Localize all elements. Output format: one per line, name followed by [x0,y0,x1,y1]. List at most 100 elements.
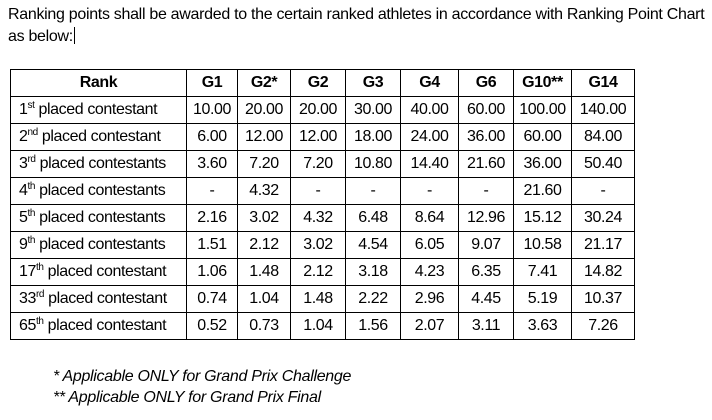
points-cell: 3.60 [186,150,238,178]
points-cell: 20.00 [290,96,346,124]
points-cell: 18.00 [345,123,401,151]
points-cell: 9.07 [458,231,514,259]
points-cell: 1.04 [290,312,346,340]
rank-ordinal-suffix: th [36,316,44,327]
points-cell: 21.60 [513,177,572,205]
points-cell: 60.00 [458,96,514,124]
points-cell: 84.00 [571,123,635,151]
points-cell: 50.40 [571,150,635,178]
rank-ordinal-suffix: th [27,208,36,219]
header-g6: G6 [458,69,514,97]
points-cell: 10.37 [571,285,635,313]
rank-ordinal-suffix: st [27,100,35,111]
points-cell: 3.02 [290,231,346,259]
points-cell: 1.48 [237,258,291,286]
points-cell: 3.02 [237,204,291,232]
points-cell: 1.48 [290,285,346,313]
header-g10-star: G10** [513,69,572,97]
rank-label: 1st placed contestant [10,96,187,124]
header-rank: Rank [10,69,187,97]
rank-ordinal: 17 [19,263,36,280]
points-cell: - [458,177,514,205]
points-cell: 140.00 [571,96,635,124]
points-cell: 5.19 [513,285,572,313]
header-g3: G3 [345,69,401,97]
rank-label: 33rd placed contestant [10,285,187,313]
table-row: 1st placed contestant 10.00 20.00 20.00 30.0… [10,96,635,124]
rank-description: placed contestant [37,128,161,145]
points-cell: 60.00 [513,123,572,151]
points-cell: 4.23 [400,258,459,286]
points-cell: 10.80 [345,150,401,178]
footnotes: * Applicable ONLY for Grand Prix Challen… [53,366,351,408]
rank-ordinal-suffix: th [27,181,36,192]
points-cell: - [290,177,346,205]
table-row: 17th placed contestant 1.06 1.48 2.12 3.18 4.… [10,258,635,286]
rank-ordinal-suffix: nd [27,127,39,138]
header-g2: G2 [290,69,346,97]
points-cell: 12.96 [458,204,514,232]
rank-description: placed contestant [34,101,158,118]
rank-description: placed contestant [43,263,167,280]
table-row: 3rd placed contestants 3.60 7.20 7.20 10.80 1… [10,150,635,178]
rank-label: 4th placed contestants [10,177,187,205]
rank-ordinal: 9 [19,236,28,253]
rank-description: placed contestants [35,155,167,172]
table-row: 65th placed contestant 0.52 0.73 1.04 1.56 2.… [10,312,635,340]
points-cell: 100.00 [513,96,572,124]
points-cell: 30.24 [571,204,635,232]
points-cell: 40.00 [400,96,459,124]
rank-ordinal-suffix: rd [36,289,45,300]
table-body: 1st placed contestant 10.00 20.00 20.00 30.0… [10,96,635,340]
rank-ordinal-suffix: th [27,235,36,246]
rank-description: placed contestants [35,236,166,253]
points-cell: 2.12 [290,258,346,286]
points-cell: 0.52 [186,312,238,340]
footnote-grand-prix-final: ** Applicable ONLY for Grand Prix Final [53,389,321,406]
points-cell: 4.54 [345,231,401,259]
points-cell: - [186,177,238,205]
points-cell: 21.17 [571,231,635,259]
header-g2-star: G2* [237,69,291,97]
intro-text: Ranking points shall be awarded to the c… [8,6,705,45]
points-cell: 2.22 [345,285,401,313]
points-cell: 2.96 [400,285,459,313]
rank-ordinal-suffix: th [36,262,44,273]
points-cell: 0.73 [237,312,291,340]
rank-ordinal-suffix: rd [27,154,36,165]
rank-ordinal: 65 [19,317,36,334]
points-cell: 7.26 [571,312,635,340]
points-cell: 4.45 [458,285,514,313]
rank-label: 5th placed contestants [10,204,187,232]
points-cell: 36.00 [458,123,514,151]
text-cursor [73,27,75,44]
rank-label: 65th placed contestant [10,312,187,340]
table-header-row: Rank G1 G2* G2 G3 G4 G6 G10** G14 [10,69,635,97]
points-cell: 15.12 [513,204,572,232]
points-cell: 3.63 [513,312,572,340]
points-cell: 4.32 [290,204,346,232]
points-cell: 21.60 [458,150,514,178]
points-cell: 36.00 [513,150,572,178]
points-cell: 0.74 [186,285,238,313]
points-cell: 1.51 [186,231,238,259]
points-cell: 1.06 [186,258,238,286]
points-cell: 1.04 [237,285,291,313]
points-cell: 20.00 [237,96,291,124]
points-cell: 6.00 [186,123,238,151]
rank-label: 17th placed contestant [10,258,187,286]
table-row: 9th placed contestants 1.51 2.12 3.02 4.54 6.… [10,231,635,259]
points-cell: 10.00 [186,96,238,124]
points-cell: - [345,177,401,205]
points-cell: 8.64 [400,204,459,232]
points-cell: - [400,177,459,205]
points-cell: 7.20 [290,150,346,178]
points-cell: 2.07 [400,312,459,340]
points-cell: 3.11 [458,312,514,340]
intro-paragraph: Ranking points shall be awarded to the c… [8,4,708,48]
points-cell: 4.32 [237,177,291,205]
rank-description: placed contestant [44,290,167,307]
ranking-point-table: Rank G1 G2* G2 G3 G4 G6 G10** G14 1st pl… [10,69,635,340]
rank-ordinal: 4 [19,182,28,199]
points-cell: 10.58 [513,231,572,259]
